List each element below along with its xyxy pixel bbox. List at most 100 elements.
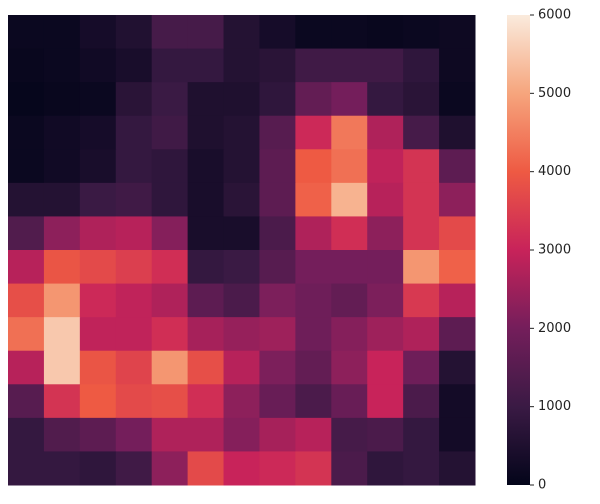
heatmap-cell bbox=[187, 417, 225, 452]
heatmap-cell bbox=[403, 384, 440, 419]
heatmap-cell bbox=[115, 283, 153, 318]
heatmap-cell bbox=[151, 451, 189, 486]
heatmap-cell bbox=[331, 82, 368, 117]
heatmap-cell bbox=[259, 15, 296, 50]
heatmap-cell bbox=[115, 350, 153, 385]
heatmap-cell bbox=[439, 384, 476, 419]
heatmap-cell bbox=[439, 216, 476, 251]
colorbar-tick-label: 3000 bbox=[538, 243, 571, 258]
colorbar bbox=[507, 15, 530, 485]
heatmap-cell bbox=[295, 149, 332, 184]
heatmap-cell bbox=[331, 115, 368, 150]
heatmap-cell bbox=[331, 451, 368, 486]
heatmap-cell bbox=[439, 15, 476, 50]
heatmap-cell bbox=[79, 182, 117, 217]
heatmap-cell bbox=[331, 350, 368, 385]
heatmap-cell bbox=[187, 250, 225, 285]
heatmap-cell bbox=[187, 149, 225, 184]
heatmap-cell bbox=[367, 384, 404, 419]
heatmap-cell bbox=[331, 149, 368, 184]
heatmap-cell bbox=[115, 82, 153, 117]
heatmap-cell bbox=[43, 149, 81, 184]
heatmap-cell bbox=[403, 417, 440, 452]
heatmap-cell bbox=[403, 317, 440, 352]
heatmap-cell bbox=[8, 115, 45, 150]
heatmap-cell bbox=[187, 384, 225, 419]
heatmap-cell bbox=[43, 216, 81, 251]
heatmap-cell bbox=[331, 283, 368, 318]
heatmap-cell bbox=[43, 250, 81, 285]
heatmap-cell bbox=[115, 15, 153, 50]
heatmap-cell bbox=[295, 15, 332, 50]
heatmap-cell bbox=[331, 317, 368, 352]
heatmap-cell bbox=[403, 15, 440, 50]
heatmap-cell bbox=[403, 283, 440, 318]
heatmap-cell bbox=[403, 48, 440, 83]
heatmap-cell bbox=[43, 283, 81, 318]
heatmap-cell bbox=[8, 384, 45, 419]
heatmap-cell bbox=[367, 250, 404, 285]
heatmap-cell bbox=[115, 48, 153, 83]
heatmap-cell bbox=[115, 384, 153, 419]
heatmap-cell bbox=[367, 216, 404, 251]
heatmap-cell bbox=[223, 350, 260, 385]
heatmap-cell bbox=[331, 417, 368, 452]
heatmap-cell bbox=[115, 216, 153, 251]
heatmap-cell bbox=[439, 82, 476, 117]
heatmap-cell bbox=[151, 283, 189, 318]
heatmap-cell bbox=[259, 317, 296, 352]
heatmap-cell bbox=[151, 15, 189, 50]
heatmap-cell bbox=[367, 283, 404, 318]
heatmap-cell bbox=[259, 384, 296, 419]
heatmap-cell bbox=[367, 350, 404, 385]
heatmap-cell bbox=[439, 417, 476, 452]
heatmap-cell bbox=[439, 451, 476, 486]
heatmap-cell bbox=[151, 417, 189, 452]
heatmap-cell bbox=[295, 417, 332, 452]
heatmap-cell bbox=[79, 417, 117, 452]
heatmap-cell bbox=[187, 82, 225, 117]
heatmap-cell bbox=[295, 216, 332, 251]
heatmap-cell bbox=[187, 283, 225, 318]
heatmap-cell bbox=[367, 15, 404, 50]
heatmap-cell bbox=[8, 283, 45, 318]
heatmap-cell bbox=[43, 15, 81, 50]
heatmap-cell bbox=[8, 15, 45, 50]
heatmap-cell bbox=[259, 216, 296, 251]
heatmap-cell bbox=[8, 451, 45, 486]
heatmap-cell bbox=[151, 82, 189, 117]
colorbar-tick-label: 4000 bbox=[538, 164, 571, 179]
heatmap-cell bbox=[151, 48, 189, 83]
heatmap-cell bbox=[367, 182, 404, 217]
heatmap-cell bbox=[331, 250, 368, 285]
heatmap-cell bbox=[367, 417, 404, 452]
heatmap-cell bbox=[79, 15, 117, 50]
heatmap-cell bbox=[43, 115, 81, 150]
heatmap-cell bbox=[151, 115, 189, 150]
heatmap-cell bbox=[367, 317, 404, 352]
heatmap-cell bbox=[79, 384, 117, 419]
heatmap-cell bbox=[403, 82, 440, 117]
heatmap-cell bbox=[331, 384, 368, 419]
heatmap-cell bbox=[223, 182, 260, 217]
heatmap-cell bbox=[439, 317, 476, 352]
heatmap-cell bbox=[403, 182, 440, 217]
heatmap-cell bbox=[295, 384, 332, 419]
heatmap-cell bbox=[367, 451, 404, 486]
heatmap-cell bbox=[115, 149, 153, 184]
heatmap-cell bbox=[295, 182, 332, 217]
heatmap-cell bbox=[439, 115, 476, 150]
heatmap-cell bbox=[367, 82, 404, 117]
heatmap-cell bbox=[295, 82, 332, 117]
heatmap-cell bbox=[115, 115, 153, 150]
heatmap-cell bbox=[43, 451, 81, 486]
heatmap-cell bbox=[223, 417, 260, 452]
heatmap-cell bbox=[367, 48, 404, 83]
heatmap-cell bbox=[151, 182, 189, 217]
heatmap-cell bbox=[259, 149, 296, 184]
heatmap-cell bbox=[187, 350, 225, 385]
heatmap-cell bbox=[403, 216, 440, 251]
heatmap-cell bbox=[187, 48, 225, 83]
heatmap-cell bbox=[43, 417, 81, 452]
heatmap-cell bbox=[223, 283, 260, 318]
